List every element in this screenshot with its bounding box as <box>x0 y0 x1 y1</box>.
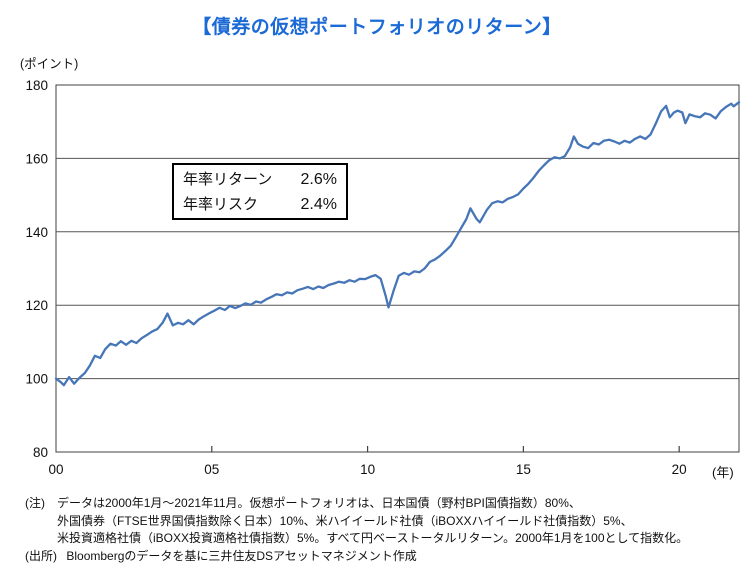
x-tick-label: 05 <box>204 462 219 477</box>
x-axis-unit-label: (年) <box>712 465 734 480</box>
source-prefix: (出所) <box>25 548 57 563</box>
y-tick-label: 160 <box>25 151 48 166</box>
x-tick-label: 10 <box>360 462 375 477</box>
annual-risk-row: 年率リスク 2.4% <box>183 192 337 217</box>
y-tick-label: 80 <box>33 445 48 460</box>
annual-return-value: 2.6% <box>300 170 337 188</box>
note-line-1: (注) データは2000年1月～2021年11月。仮想ポートフォリオは、日本国債… <box>0 495 754 513</box>
annual-risk-value: 2.4% <box>300 195 337 213</box>
x-tick-label: 00 <box>48 462 63 477</box>
y-tick-label: 120 <box>25 298 48 313</box>
y-axis-unit-label: (ポイント) <box>20 57 79 71</box>
stats-box: 年率リターン 2.6% 年率リスク 2.4% <box>172 163 348 220</box>
x-axis-ticks <box>211 446 680 452</box>
source-line: (出所) Bloombergのデータを基に三井住友DSアセットマネジメント作成 <box>25 548 417 563</box>
plot-border <box>55 84 740 453</box>
annual-risk-label: 年率リスク <box>183 195 259 213</box>
x-tick-label: 20 <box>672 462 687 477</box>
chart-title: 【債券の仮想ポートフォリオのリターン】 <box>192 17 562 38</box>
y-axis-labels: 80 100 120 140 160 180 <box>25 78 48 460</box>
note-line-2: 外国債券（FTSE世界国債指数除く日本）10%、米ハイイールド社債（iBOXXハ… <box>57 513 633 528</box>
line-chart: 80 100 120 140 160 180 00 05 10 15 20 <box>25 78 741 477</box>
note-line-3: 米投資適格社債（iBOXX投資適格社債指数）5%。すべて円ベーストータルリターン… <box>57 531 689 545</box>
gridlines <box>56 157 739 380</box>
footnotes: (注) データは2000年1月～2021年11月。仮想ポートフォリオは、日本国債… <box>0 495 754 565</box>
x-tick-label: 15 <box>516 462 531 477</box>
y-tick-label: 100 <box>25 372 48 387</box>
x-axis-labels: 00 05 10 15 20 <box>48 462 686 477</box>
annual-return-row: 年率リターン 2.6% <box>183 167 337 192</box>
annual-return-label: 年率リターン <box>183 170 273 188</box>
y-tick-label: 140 <box>25 225 48 240</box>
y-tick-label: 180 <box>25 78 48 93</box>
portfolio-return-line <box>54 101 741 387</box>
note-prefix: (注) <box>25 496 45 510</box>
